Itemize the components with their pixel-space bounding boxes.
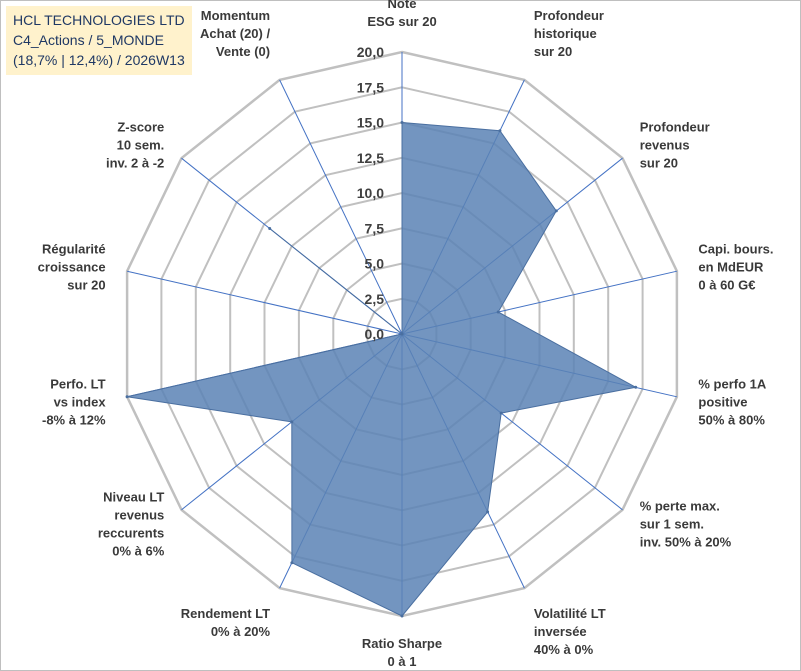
category-label-5-line-1: sur 1 sem.	[640, 517, 704, 532]
category-label-5-line-2: inv. 50% à 20%	[640, 535, 732, 550]
spoke-11	[126, 270, 403, 335]
category-label-4: % perfo 1A positive 50% à 80%	[698, 377, 767, 428]
category-label-6-line-2: 40% à 0%	[534, 642, 594, 657]
category-label-12-line-2: inv. 2 à -2	[106, 156, 164, 171]
radar-tick-labels: 0,0 2,5 5,0 7,5 10,0 12,5 15,0 17,5 20,0	[357, 44, 384, 342]
category-label-9-line-3: 0% à 6%	[112, 544, 164, 559]
category-label-12: Z-score 10 sem. inv. 2 à -2	[106, 120, 164, 171]
category-label-8: Rendement LT 0% à 20%	[181, 606, 271, 639]
category-label-9: Niveau LT revenus reccurents 0% à 6%	[98, 490, 165, 559]
category-label-9-line-0: Niveau LT	[103, 490, 164, 505]
tick-label-4: 10,0	[357, 185, 384, 201]
category-label-10-line-1: vs index	[54, 395, 107, 410]
category-label-1-line-1: historique	[534, 26, 597, 41]
category-label-0-line-0: Note	[388, 0, 417, 11]
category-label-11-line-1: croissance	[38, 259, 106, 274]
category-label-8-line-1: 0% à 20%	[211, 624, 271, 639]
category-label-10-line-2: -8% à 12%	[42, 413, 106, 428]
category-label-2-line-1: revenus	[640, 138, 690, 153]
category-label-13: Momentum Achat (20) / Vente (0)	[200, 8, 270, 59]
category-label-9-line-1: revenus	[114, 508, 164, 523]
category-label-11-line-2: sur 20	[67, 277, 105, 292]
radar-category-labels: Note ESG sur 20 Profondeur historique sur 20…	[38, 0, 774, 669]
title-company: HCL TECHNOLOGIES LTD	[13, 12, 185, 28]
category-label-2: Profondeur revenus sur 20	[640, 120, 710, 171]
data-point-4	[634, 385, 638, 389]
category-label-7-line-1: 0 à 1	[388, 654, 417, 669]
category-label-0-line-1: ESG sur 20	[367, 14, 436, 29]
tick-label-8: 20,0	[357, 44, 384, 60]
title-stats: (18,7% | 12,4%) / 2026W13	[13, 52, 185, 68]
data-point-10	[125, 395, 129, 399]
data-point-3	[496, 310, 500, 314]
category-label-10: Perfo. LT vs index -8% à 12%	[42, 377, 106, 428]
category-label-2-line-0: Profondeur	[640, 120, 710, 135]
tick-label-5: 12,5	[357, 150, 384, 166]
category-label-10-line-0: Perfo. LT	[50, 377, 105, 392]
chart-title-box: HCL TECHNOLOGIES LTD C4_Actions / 5_MOND…	[6, 6, 192, 75]
tick-label-2: 5,0	[365, 256, 385, 272]
category-label-3-line-2: 0 à 60 G€	[698, 277, 755, 292]
category-label-3-line-1: en MdEUR	[698, 259, 764, 274]
category-label-1-line-0: Profondeur	[534, 8, 604, 23]
category-label-11: Régularité croissance sur 20	[38, 241, 106, 292]
data-point-2	[554, 209, 558, 213]
data-point-7	[400, 614, 404, 618]
category-label-3-line-0: Capi. bours.	[698, 241, 773, 256]
data-point-5	[499, 411, 503, 415]
category-label-6: Volatilité LT inversée 40% à 0%	[534, 606, 606, 657]
category-label-12-line-1: 10 sem.	[117, 138, 165, 153]
category-label-8-line-0: Rendement LT	[181, 606, 270, 621]
data-point-13	[400, 332, 404, 336]
category-label-6-line-0: Volatilité LT	[534, 606, 606, 621]
category-label-4-line-1: positive	[698, 395, 747, 410]
data-point-9	[290, 420, 294, 424]
data-point-8	[290, 561, 294, 565]
data-point-0	[400, 121, 404, 124]
category-label-13-line-0: Momentum	[201, 8, 270, 23]
category-label-4-line-0: % perfo 1A	[698, 377, 767, 392]
category-label-11-line-0: Régularité	[42, 241, 106, 256]
tick-label-0: 0,0	[365, 326, 385, 342]
tick-label-6: 15,0	[357, 115, 384, 131]
data-point-12	[268, 227, 272, 230]
tick-label-3: 7,5	[365, 220, 385, 236]
category-label-3: Capi. bours. en MdEUR 0 à 60 G€	[698, 241, 773, 292]
category-label-7-line-0: Ratio Sharpe	[362, 636, 442, 651]
category-label-1-line-2: sur 20	[534, 44, 572, 59]
radar-series	[125, 121, 638, 618]
category-label-0: Note ESG sur 20	[367, 0, 436, 29]
spoke-13	[279, 79, 403, 335]
tick-label-1: 2,5	[365, 291, 385, 307]
title-segment: C4_Actions / 5_MONDE	[13, 32, 164, 48]
tick-label-7: 17,5	[357, 79, 384, 95]
category-label-6-line-1: inversée	[534, 624, 587, 639]
category-label-7: Ratio Sharpe 0 à 1	[362, 636, 442, 669]
category-label-13-line-2: Vente (0)	[216, 44, 270, 59]
category-label-1: Profondeur historique sur 20	[534, 8, 604, 59]
data-point-6	[486, 510, 490, 514]
category-label-5: % perte max. sur 1 sem. inv. 50% à 20%	[640, 499, 732, 550]
data-point-1	[498, 129, 502, 133]
category-label-9-line-2: reccurents	[98, 526, 164, 541]
category-label-12-line-0: Z-score	[117, 120, 164, 135]
category-label-4-line-2: 50% à 80%	[698, 413, 765, 428]
category-label-13-line-1: Achat (20) /	[200, 26, 270, 41]
category-label-2-line-2: sur 20	[640, 156, 678, 171]
category-label-5-line-0: % perte max.	[640, 499, 720, 514]
